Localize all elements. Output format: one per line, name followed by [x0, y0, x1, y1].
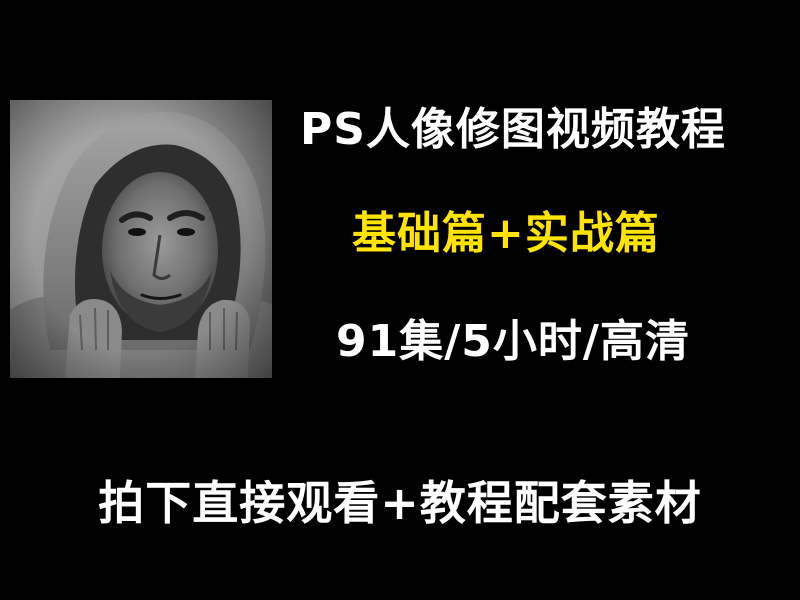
hooded-man-photo	[10, 100, 272, 378]
portrait-image	[10, 100, 272, 378]
call-to-action-text: 拍下直接观看+教程配套素材	[98, 476, 702, 530]
course-subtitle: 基础篇+实战篇	[352, 208, 660, 259]
course-specs: 91集/5小时/高清	[336, 316, 690, 367]
course-title: PS人像修图视频教程	[300, 104, 726, 155]
